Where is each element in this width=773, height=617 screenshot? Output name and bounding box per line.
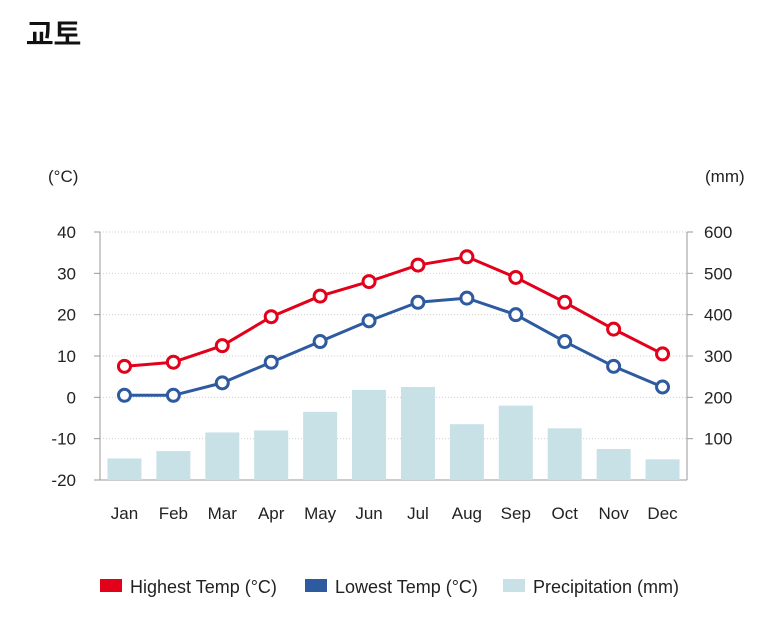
y-left-tick-label: 0: [67, 388, 76, 407]
highest-temp-point: [557, 294, 573, 310]
highest-temp-point: [655, 346, 671, 362]
y-right-tick-label: 200: [704, 388, 732, 407]
y-left-tick-label: 40: [57, 223, 76, 242]
legend-swatch: [305, 579, 327, 592]
legend-label-lowest-temp: Lowest Temp (°C): [335, 577, 478, 597]
x-tick-label: Feb: [159, 504, 188, 523]
precipitation-bar: [254, 430, 289, 480]
x-tick-label: Sep: [501, 504, 531, 523]
lowest-temp-point: [557, 334, 573, 350]
lowest-temp-point: [361, 313, 377, 329]
lowest-temp-point: [508, 307, 524, 323]
x-tick-label: Mar: [208, 504, 238, 523]
highest-temp-point: [606, 321, 622, 337]
precipitation-bar: [449, 424, 484, 480]
precipitation-bar: [156, 451, 191, 480]
x-tick-label: Dec: [647, 504, 678, 523]
legend-swatch: [100, 579, 122, 592]
y-right-tick-label: 500: [704, 264, 732, 283]
legend-label-highest-temp: Highest Temp (°C): [130, 577, 277, 597]
x-tick-label: Jul: [407, 504, 429, 523]
highest-temp-line: [124, 255, 664, 368]
highest-temp-point: [508, 269, 524, 285]
y-left-tick-label: 20: [57, 306, 76, 325]
x-tick-label: Aug: [452, 504, 482, 523]
precipitation-bar: [498, 405, 533, 480]
precipitation-bar: [596, 449, 631, 480]
y-right-tick-label: 400: [704, 306, 732, 325]
lowest-temp-point: [655, 379, 671, 395]
legend-label-precipitation: Precipitation (mm): [533, 577, 679, 597]
y-right-unit-label: (mm): [705, 167, 745, 186]
lowest-temp-point: [459, 290, 475, 306]
highest-temp-point: [165, 354, 181, 370]
highest-temp-point: [116, 358, 132, 374]
lowest-temp-point: [312, 334, 328, 350]
legend-swatch: [503, 579, 525, 592]
page-title: 교토: [26, 18, 82, 53]
x-tick-label: May: [304, 504, 337, 523]
lowest-temp-point: [116, 387, 132, 403]
lowest-temp-line: [124, 296, 664, 397]
lowest-temp-point: [165, 387, 181, 403]
highest-temp-point: [312, 288, 328, 304]
y-left-tick-label: -20: [51, 471, 76, 490]
y-left-tick-label: 30: [57, 264, 76, 283]
x-tick-label: Oct: [551, 504, 578, 523]
y-left-tick-label: -10: [51, 430, 76, 449]
lowest-temp-point: [214, 375, 230, 391]
highest-temp-point: [361, 274, 377, 290]
x-tick-label: Jan: [111, 504, 138, 523]
highest-temp-point: [263, 309, 279, 325]
precipitation-bar: [400, 387, 435, 480]
x-tick-label: Jun: [355, 504, 382, 523]
y-right-tick-label: 300: [704, 347, 732, 366]
lowest-temp-point: [410, 294, 426, 310]
precipitation-bar: [205, 432, 240, 480]
y-left-tick-label: 10: [57, 347, 76, 366]
precipitation-bar: [547, 428, 582, 480]
y-right-tick-label: 600: [704, 223, 732, 242]
lowest-temp-point: [606, 358, 622, 374]
highest-temp-point: [214, 338, 230, 354]
y-right-tick-label: 100: [704, 430, 732, 449]
y-left-unit-label: (°C): [48, 167, 78, 186]
x-tick-label: Apr: [258, 504, 285, 523]
highest-temp-point: [459, 249, 475, 265]
precipitation-bar: [352, 389, 387, 480]
x-tick-label: Nov: [599, 504, 630, 523]
highest-temp-point: [410, 257, 426, 273]
precipitation-bar: [107, 458, 142, 480]
lowest-temp-point: [263, 354, 279, 370]
precipitation-bar: [303, 411, 338, 480]
precipitation-bar: [645, 459, 680, 480]
